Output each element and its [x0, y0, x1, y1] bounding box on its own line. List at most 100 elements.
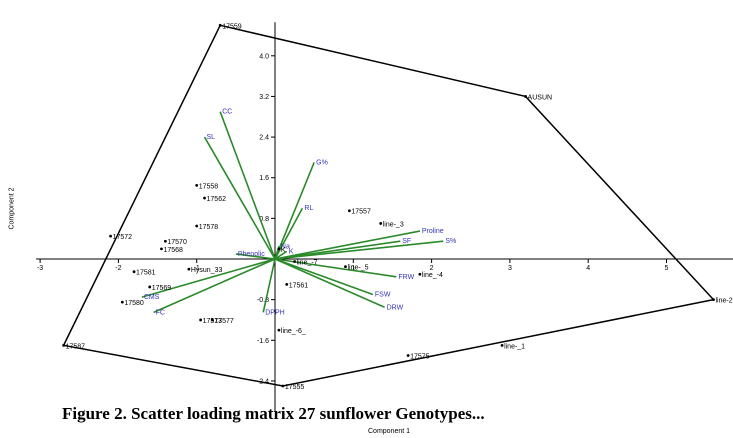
score-point: [163, 239, 167, 243]
point-label: 17580: [124, 300, 144, 307]
point-label: K: [281, 247, 286, 254]
score-point: [277, 247, 281, 251]
vector-label: DPPH: [265, 309, 284, 316]
vector-line: [274, 240, 444, 260]
score-point: [160, 247, 163, 251]
point-label: 17555: [285, 384, 305, 391]
x-tick-label: -2: [115, 265, 121, 272]
score-point: [418, 272, 422, 276]
score-point: [148, 285, 152, 289]
point-label: AUSUN: [528, 94, 553, 101]
y-tick-label: 0.8: [259, 216, 269, 223]
point-label: 17573: [203, 318, 223, 325]
score-point: [500, 343, 504, 347]
score-point: [187, 267, 191, 271]
vector-label: FRW: [398, 274, 414, 281]
y-tick-label: -2.4: [257, 378, 269, 385]
score-point: [195, 224, 199, 228]
vector-label: CC: [222, 109, 232, 116]
point-label: 17568: [163, 247, 183, 254]
score-point: [132, 270, 136, 274]
y-tick-label: -1.6: [257, 338, 269, 345]
vector-line: [219, 111, 276, 260]
vector-label: G%: [316, 159, 328, 166]
score-point: [285, 283, 289, 286]
vector-label: Na: [281, 243, 290, 250]
point-label: 17570: [167, 239, 187, 246]
vector-line: [274, 258, 374, 296]
score-point: [379, 222, 383, 225]
point-label: line_-6_: [281, 328, 306, 335]
point-label: 17587: [66, 343, 86, 350]
x-tick-label: -1: [194, 265, 200, 272]
vector-line: [274, 162, 315, 260]
x-tick-label: 1: [351, 265, 355, 272]
vector-label: K: [289, 248, 294, 255]
point-label: 17557: [351, 209, 371, 216]
y-tick-label: 2.4: [259, 135, 269, 142]
y-axis-title: Component 2: [8, 187, 16, 230]
x-tick-label: -3: [37, 265, 43, 272]
score-point: [199, 318, 203, 322]
score-point: [210, 318, 214, 322]
point-label: line_-4: [422, 272, 443, 279]
point-label: 17562: [207, 196, 227, 203]
point-label: 17559: [222, 23, 242, 30]
score-point: [344, 265, 347, 269]
axes: -3 -2 -1 1 2 3 4 5 -2.4 -1.6 -0.8 0.8 1.6 2.4 3.2 4.0: [36, 22, 733, 412]
vector-line: [203, 136, 276, 260]
score-point: [712, 298, 715, 302]
vector-line: [274, 230, 421, 260]
vector-line: [274, 250, 288, 260]
score-point: [281, 384, 285, 388]
point-label: 17581: [136, 270, 156, 277]
score-points: 17559 AUSUN line-2 line-_1 17575 17555 17587 17…: [62, 23, 733, 391]
x-tick-label: 2: [430, 265, 434, 272]
x-axis-title: Component 1: [368, 428, 411, 435]
vector-line: [262, 258, 276, 313]
vector-label: Phenolic: [238, 251, 265, 258]
point-label: 17572: [113, 234, 133, 241]
x-tick-label: 5: [665, 265, 669, 272]
score-point: [347, 209, 351, 213]
figure-caption: Figure 2. Scatter loading matrix 27 sunf…: [62, 404, 485, 423]
score-point: [277, 328, 281, 332]
score-point: [524, 95, 527, 98]
score-point: [120, 300, 124, 304]
vector-line: [153, 258, 276, 314]
vector-label: RL: [304, 205, 313, 212]
point-label: 17578: [199, 224, 219, 231]
y-tick-label: 1.6: [259, 175, 269, 182]
vector-label: SL: [207, 134, 216, 141]
point-label: line_-7: [297, 260, 318, 267]
vector-line: [274, 258, 385, 308]
vector-label: S%: [445, 238, 456, 245]
score-point: [62, 343, 65, 347]
x-tick-label: 4: [586, 265, 590, 272]
point-label: 17575: [410, 354, 430, 361]
y-tick-label: -0.8: [257, 297, 269, 304]
score-point: [109, 234, 112, 238]
point-label: 17577: [214, 318, 234, 325]
score-point: [203, 196, 206, 200]
point-label: 17558: [199, 183, 219, 190]
x-tick-label: 3: [508, 265, 512, 272]
loading-vectors: CC SL G% RL Proline SF S% FRW FSW DRW DPPH FC CMS Phe…: [141, 109, 456, 316]
convex-hull: [62, 24, 715, 387]
point-label: line-_3: [383, 221, 404, 228]
point-label: line-_1: [504, 343, 525, 350]
score-point: [218, 23, 222, 27]
vector-line: [141, 258, 276, 298]
vector-line: [235, 253, 276, 260]
score-point: [406, 354, 410, 357]
point-label: 17569: [152, 285, 172, 292]
point-label: line-2: [715, 298, 732, 305]
score-point: [293, 260, 296, 263]
vector-label: SF: [402, 238, 411, 245]
vector-line: [274, 207, 304, 260]
point-label: 17561: [289, 282, 309, 289]
point-label: line-_5: [347, 265, 368, 272]
vector-label: Proline: [422, 228, 444, 235]
y-tick-label: 3.2: [259, 94, 269, 101]
